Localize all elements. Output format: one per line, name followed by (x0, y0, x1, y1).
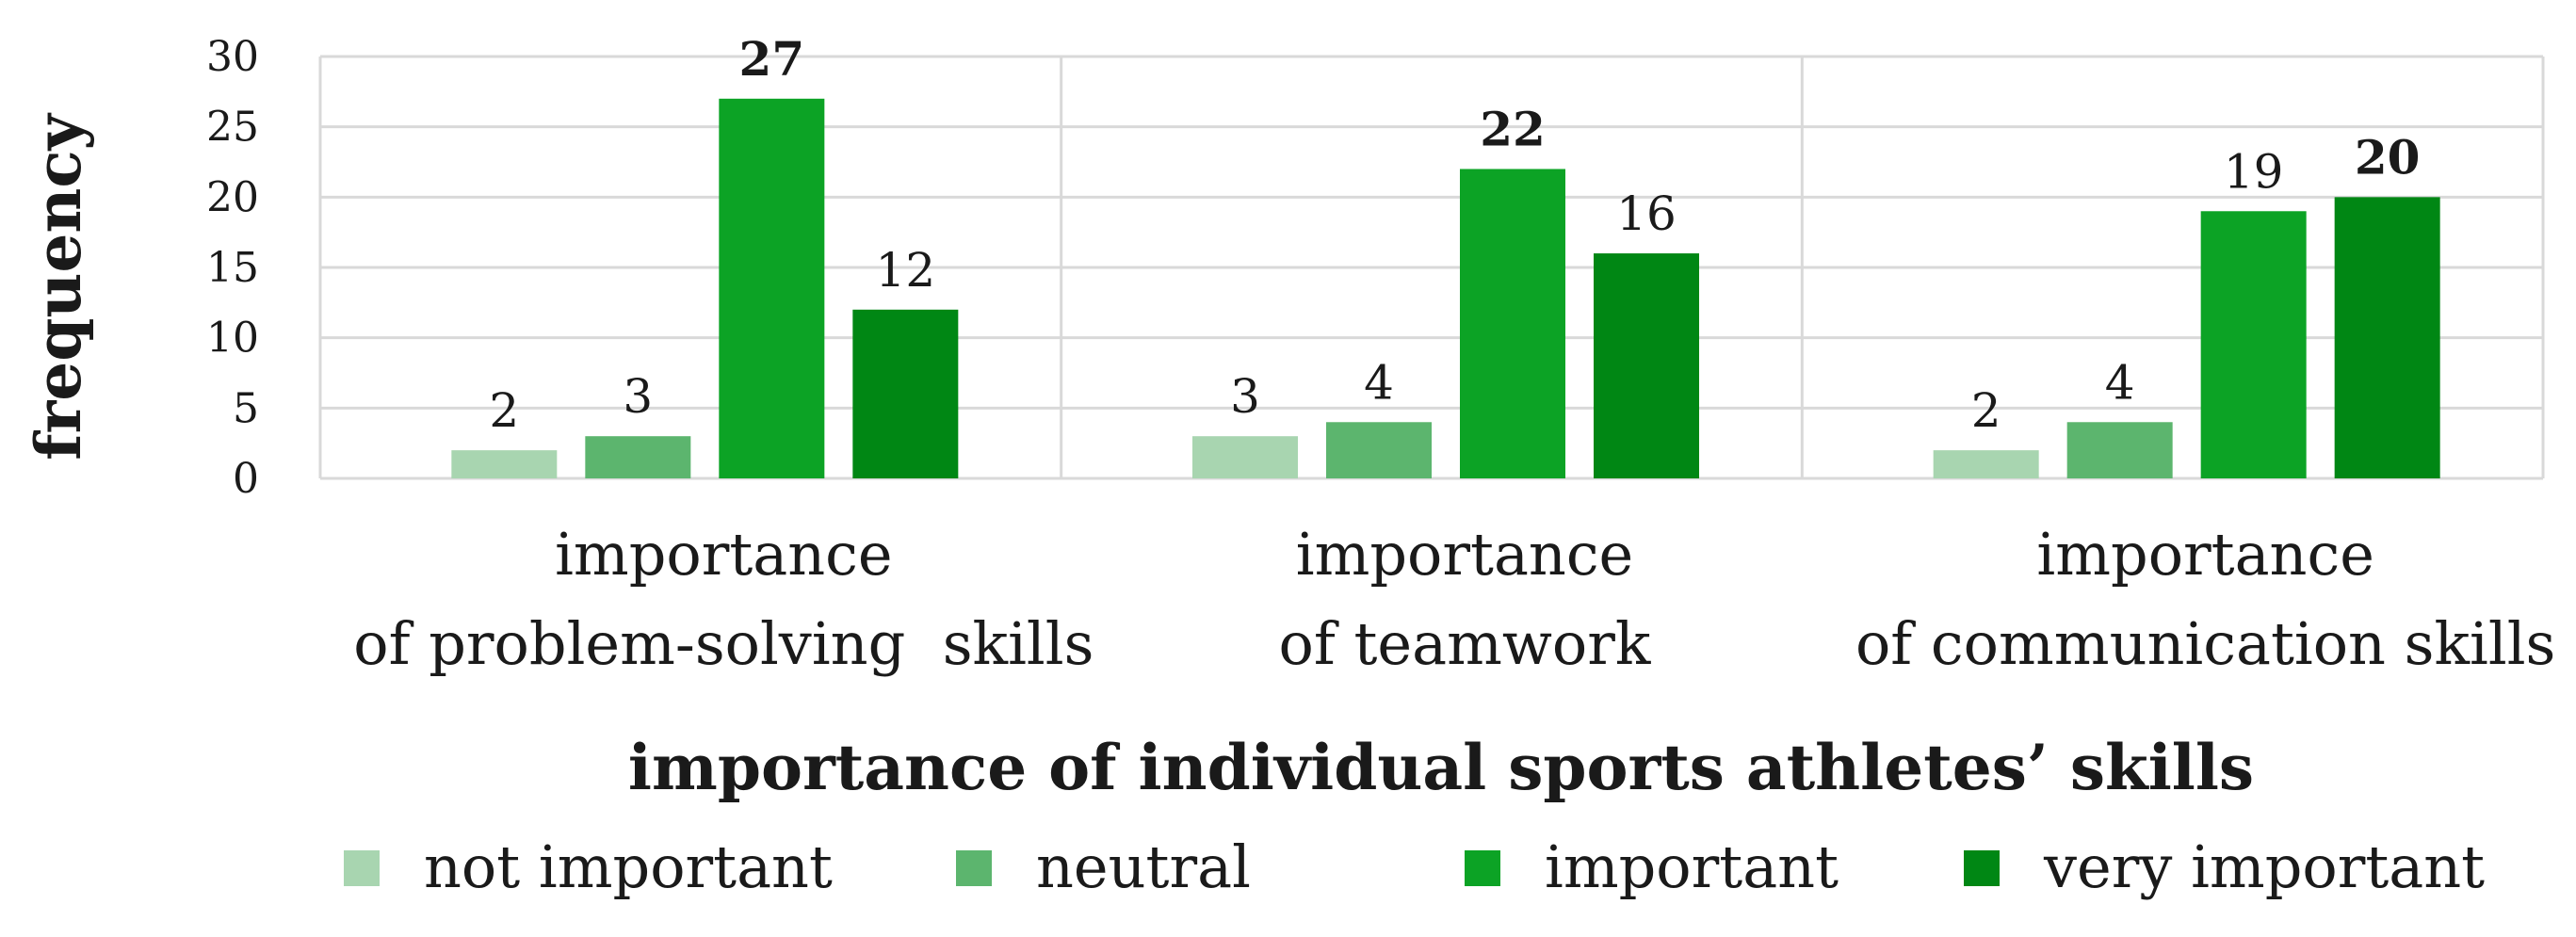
y-tick-label: 5 (233, 384, 259, 432)
legend-swatch-not-important (344, 850, 380, 886)
category-label-line1: importance (555, 520, 893, 589)
data-label: 27 (739, 31, 805, 87)
bar-very-important-2 (2334, 197, 2440, 479)
bar-not-important-0 (451, 450, 558, 478)
data-label-layer: 2 3 27 12 3 4 22 16 2 4 19 20 (489, 31, 2420, 438)
legend-swatch-very-important (1964, 850, 2000, 886)
bar-neutral-2 (2066, 422, 2173, 478)
x-axis-title: importance of individual sports athletes… (628, 731, 2254, 804)
legend-swatch-neutral (956, 850, 992, 886)
y-tick-label: 0 (233, 455, 259, 503)
legend-label-important: important (1545, 832, 1839, 901)
y-tick-label: 25 (206, 104, 259, 152)
y-tick-layer: 0 5 10 15 20 25 30 (206, 33, 259, 503)
bar-not-important-2 (1933, 450, 2039, 478)
data-label: 4 (2105, 355, 2135, 410)
y-tick-label: 15 (206, 244, 259, 292)
data-label: 3 (1230, 369, 1260, 424)
bars-layer (451, 98, 2440, 479)
legend-swatch-important (1465, 850, 1500, 886)
data-label: 22 (1480, 101, 1546, 156)
legend-label-very-important: very important (2043, 832, 2485, 901)
y-axis-title: frequency (22, 112, 95, 460)
data-label: 4 (1364, 355, 1394, 410)
data-label: 2 (489, 383, 519, 438)
category-label-line2: of teamwork (1279, 609, 1651, 678)
data-label: 16 (1616, 186, 1677, 241)
legend-label-neutral: neutral (1036, 832, 1251, 901)
data-label: 19 (2224, 144, 2284, 199)
category-label-line1: importance (2036, 520, 2374, 589)
bar-not-important-1 (1192, 436, 1298, 478)
bar-important-2 (2200, 211, 2307, 478)
bar-important-1 (1460, 169, 1565, 478)
category-label-layer: importance of problem-solving skills impor… (353, 520, 2555, 678)
y-tick-label: 20 (206, 173, 259, 221)
category-label-line1: importance (1296, 520, 1634, 589)
y-tick-label: 30 (206, 33, 259, 81)
bar-important-0 (719, 98, 825, 479)
bar-neutral-1 (1326, 422, 1432, 478)
data-label: 3 (623, 369, 653, 424)
legend: not important neutral important very import… (344, 832, 2485, 901)
bar-neutral-0 (585, 436, 691, 478)
category-label-line2: of problem-solving skills (353, 609, 1094, 678)
legend-label-not-important: not important (424, 832, 833, 901)
bar-very-important-1 (1594, 253, 1699, 478)
data-label: 20 (2355, 129, 2421, 185)
grid-layer (318, 55, 2545, 480)
y-tick-label: 10 (206, 315, 259, 363)
data-label: 12 (876, 243, 936, 298)
category-label-line2: of communication skills (1855, 609, 2555, 678)
bar-very-important-0 (852, 309, 959, 478)
data-label: 2 (1971, 383, 2001, 438)
